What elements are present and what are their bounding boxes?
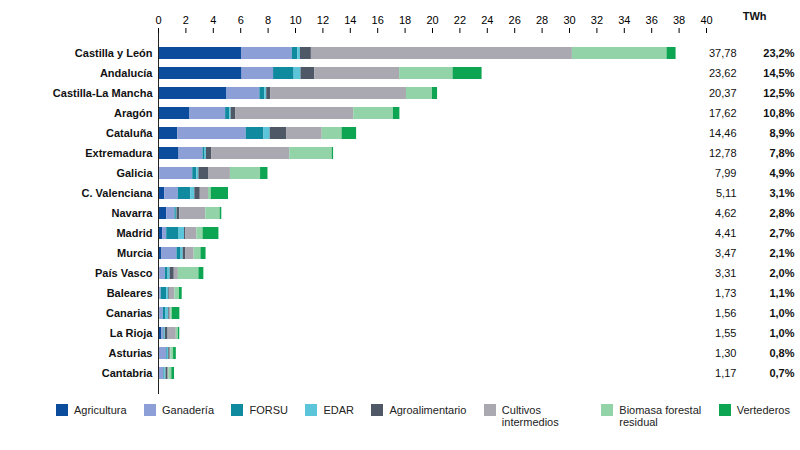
svg-text:C. Valenciana: C. Valenciana [82,187,154,199]
svg-text:3,47: 3,47 [715,247,736,259]
svg-text:12,78: 12,78 [709,147,737,159]
svg-text:Murcia: Murcia [117,247,153,259]
svg-text:7,99: 7,99 [715,167,736,179]
svg-text:5,11: 5,11 [716,187,737,199]
svg-text:TWh: TWh [743,10,767,22]
svg-text:1,1%: 1,1% [769,287,794,299]
svg-text:18: 18 [399,14,411,26]
html-text:Agroalimentario: Agroalimentario [389,404,467,416]
svg-text:1,73: 1,73 [715,287,736,299]
html-text:Biomasa forestal residual: Biomasa forestal residual [619,404,702,428]
svg-text:Canarias: Canarias [106,307,152,319]
svg-text:1,30: 1,30 [715,347,736,359]
svg-text:2,0%: 2,0% [769,267,794,279]
svg-text:20,37: 20,37 [709,87,737,99]
html-text:Cultivos intermedios: Cultivos intermedios [501,404,559,428]
svg-text:Galicia: Galicia [116,167,153,179]
html-text:Agricultura: Agricultura [74,404,127,416]
svg-text:28: 28 [536,14,548,26]
svg-text:4,9%: 4,9% [769,167,794,179]
svg-text:3,1%: 3,1% [769,187,794,199]
svg-text:14: 14 [344,14,356,26]
svg-text:Cataluña: Cataluña [106,127,153,139]
svg-text:2: 2 [183,14,189,26]
svg-text:30: 30 [563,14,575,26]
svg-text:Andalucía: Andalucía [100,67,153,79]
svg-text:20: 20 [426,14,438,26]
html-text:Vertederos: Vertederos [736,404,790,416]
svg-text:Baleares: Baleares [107,287,153,299]
svg-text:1,17: 1,17 [715,367,736,379]
svg-text:La Rioja: La Rioja [110,327,154,339]
svg-text:1,55: 1,55 [715,327,736,339]
svg-text:1,56: 1,56 [715,307,736,319]
svg-text:Extremadura: Extremadura [85,147,153,159]
svg-text:Navarra: Navarra [112,207,154,219]
svg-text:2,7%: 2,7% [769,227,794,239]
svg-text:8: 8 [265,14,271,26]
svg-text:38: 38 [673,14,685,26]
svg-text:14,5%: 14,5% [763,67,794,79]
html-text:Ganadería: Ganadería [162,404,214,416]
svg-text:1,0%: 1,0% [769,327,794,339]
svg-text:3,31: 3,31 [715,267,736,279]
svg-text:12: 12 [317,14,329,26]
svg-text:10: 10 [289,14,301,26]
svg-text:17,62: 17,62 [709,107,737,119]
svg-text:7,8%: 7,8% [769,147,794,159]
svg-text:32: 32 [591,14,603,26]
svg-text:10,8%: 10,8% [763,107,794,119]
svg-text:22: 22 [454,14,466,26]
svg-text:8,9%: 8,9% [769,127,794,139]
html-text:EDAR: EDAR [323,404,354,416]
svg-text:País Vasco: País Vasco [95,267,153,279]
svg-text:14,46: 14,46 [709,127,737,139]
svg-text:12,5%: 12,5% [763,87,794,99]
svg-text:6: 6 [238,14,244,26]
svg-text:2,1%: 2,1% [769,247,794,259]
svg-text:4,62: 4,62 [715,207,736,219]
svg-text:Asturias: Asturias [108,347,152,359]
svg-text:2,8%: 2,8% [769,207,794,219]
svg-text:4,41: 4,41 [715,227,736,239]
svg-text:0: 0 [155,14,161,26]
svg-text:0,7%: 0,7% [769,367,794,379]
svg-text:16: 16 [372,14,384,26]
svg-text:23,2%: 23,2% [763,47,794,59]
svg-text:Cantabria: Cantabria [102,367,154,379]
svg-text:Aragón: Aragón [114,107,153,119]
svg-text:1,0%: 1,0% [769,307,794,319]
svg-text:34: 34 [618,14,630,26]
svg-text:4: 4 [210,14,216,26]
svg-text:26: 26 [509,14,521,26]
svg-text:Madrid: Madrid [116,227,152,239]
svg-text:24: 24 [481,14,493,26]
svg-text:23,62: 23,62 [709,67,737,79]
svg-text:37,78: 37,78 [709,47,737,59]
svg-text:Castilla-La Mancha: Castilla-La Mancha [53,87,154,99]
svg-text:0,8%: 0,8% [769,347,794,359]
svg-text:Castilla y León: Castilla y León [75,47,153,59]
html-text:FORSU: FORSU [249,404,288,416]
svg-text:40: 40 [700,14,712,26]
svg-text:36: 36 [646,14,658,26]
